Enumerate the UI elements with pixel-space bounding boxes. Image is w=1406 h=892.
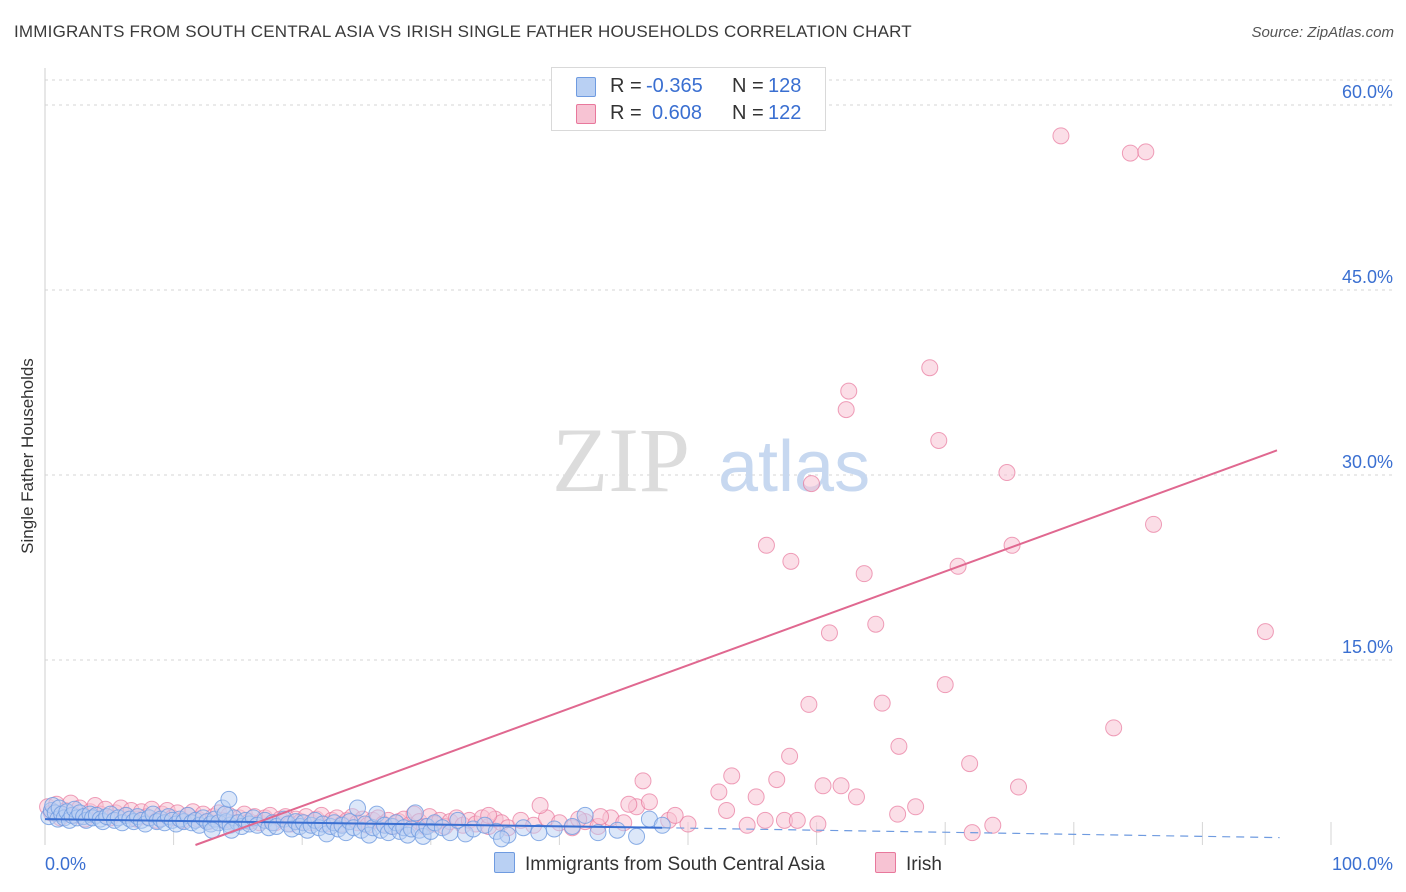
irish-point bbox=[847, 788, 865, 806]
stats-box: R = -0.365 N = 128 R = 0.608 N = 122 bbox=[551, 67, 826, 131]
south-central-asia-point bbox=[493, 830, 511, 848]
x-tick-label: 0.0% bbox=[45, 854, 86, 874]
r-label: R = bbox=[610, 102, 642, 124]
n-value-pink: 122 bbox=[768, 102, 802, 124]
irish-point bbox=[832, 777, 850, 795]
legend-label-blue: Immigrants from South Central Asia bbox=[525, 854, 825, 875]
south-central-asia-point bbox=[628, 827, 646, 845]
irish-point bbox=[809, 815, 827, 833]
irish-point bbox=[782, 552, 800, 570]
south-central-asia-point bbox=[348, 799, 366, 817]
r-value-pink: 0.608 bbox=[652, 102, 703, 124]
irish-point bbox=[867, 615, 885, 633]
r-value-blue: -0.365 bbox=[646, 75, 703, 97]
irish-point bbox=[718, 801, 736, 819]
n-label: N = bbox=[732, 75, 764, 97]
stats-row-pink: R = 0.608 N = 122 bbox=[552, 100, 825, 127]
irish-point bbox=[820, 624, 838, 642]
irish-point bbox=[756, 811, 774, 829]
r-label: R = bbox=[610, 75, 642, 97]
n-value-blue: 128 bbox=[768, 75, 802, 97]
south-central-asia-points bbox=[40, 790, 671, 848]
legend-swatch-blue-icon bbox=[494, 852, 515, 873]
irish-point bbox=[1137, 143, 1155, 161]
irish-point bbox=[666, 806, 684, 824]
irish-point bbox=[930, 431, 948, 449]
y-tick-label: 15.0% bbox=[1342, 637, 1393, 657]
irish-point bbox=[1121, 144, 1139, 162]
irish-point bbox=[723, 767, 741, 785]
swatch-pink-icon bbox=[576, 104, 596, 124]
irish-point bbox=[800, 695, 818, 713]
south-central-asia-point bbox=[653, 816, 671, 834]
south-central-asia-point bbox=[589, 824, 607, 842]
irish-point bbox=[620, 795, 638, 813]
south-central-asia-point bbox=[216, 805, 234, 823]
south-central-asia-point bbox=[220, 790, 238, 808]
y-tick-label: 45.0% bbox=[1342, 267, 1393, 287]
stats-row-blue: R = -0.365 N = 128 bbox=[552, 73, 825, 100]
irish-point bbox=[768, 771, 786, 789]
irish-point bbox=[873, 694, 891, 712]
legend-label-pink: Irish bbox=[906, 854, 942, 875]
south-central-asia-trendline-extension bbox=[662, 827, 1280, 839]
south-central-asia-point bbox=[514, 819, 532, 837]
legend-swatch-pink-icon bbox=[875, 852, 896, 873]
watermark-zip: ZIP bbox=[552, 409, 690, 511]
irish-point bbox=[961, 755, 979, 773]
irish-point bbox=[1052, 127, 1070, 145]
y-tick-label: 60.0% bbox=[1342, 82, 1393, 102]
south-central-asia-point bbox=[406, 804, 424, 822]
irish-point bbox=[814, 777, 832, 795]
irish-point bbox=[855, 565, 873, 583]
irish-point bbox=[890, 737, 908, 755]
source-label: Source: ZipAtlas.com bbox=[1251, 24, 1394, 41]
irish-point bbox=[1256, 623, 1274, 641]
watermark-atlas: atlas bbox=[718, 427, 870, 507]
irish-point bbox=[1105, 719, 1123, 737]
irish-point bbox=[640, 793, 658, 811]
axis-ticks: 15.0% 30.0% 45.0% 60.0% 0.0% 100.0% bbox=[45, 82, 1393, 874]
south-central-asia-point bbox=[576, 806, 594, 824]
irish-point bbox=[984, 816, 1002, 834]
irish-point bbox=[531, 797, 549, 815]
irish-trendline bbox=[195, 449, 1278, 846]
x-tick-label: 100.0% bbox=[1332, 854, 1393, 874]
irish-point bbox=[936, 676, 954, 694]
irish-point bbox=[710, 783, 728, 801]
south-central-asia-point bbox=[608, 821, 626, 839]
watermark: ZIP atlas bbox=[552, 409, 870, 511]
irish-point bbox=[634, 772, 652, 790]
irish-point bbox=[907, 798, 925, 816]
irish-point bbox=[840, 382, 858, 400]
irish-point bbox=[592, 808, 610, 826]
south-central-asia-point bbox=[545, 820, 563, 838]
legend-item-irish[interactable]: Irish bbox=[875, 852, 942, 876]
irish-point bbox=[802, 475, 820, 493]
chart-title: IMMIGRANTS FROM SOUTH CENTRAL ASIA VS IR… bbox=[14, 22, 912, 41]
n-label: N = bbox=[732, 102, 764, 124]
south-central-asia-trendline bbox=[44, 818, 663, 829]
y-tick-label: 30.0% bbox=[1342, 452, 1393, 472]
irish-point bbox=[747, 788, 765, 806]
irish-point bbox=[1010, 778, 1028, 796]
trendlines bbox=[44, 449, 1280, 846]
irish-point bbox=[889, 805, 907, 823]
legend-item-south-central-asia[interactable]: Immigrants from South Central Asia bbox=[494, 852, 825, 876]
irish-point bbox=[1145, 515, 1163, 533]
irish-point bbox=[998, 464, 1016, 482]
irish-point bbox=[921, 359, 939, 377]
irish-point bbox=[781, 747, 799, 765]
swatch-blue-icon bbox=[576, 77, 596, 97]
irish-point bbox=[788, 811, 806, 829]
irish-point bbox=[757, 536, 775, 554]
irish-point bbox=[837, 401, 855, 419]
irish-point bbox=[738, 816, 756, 834]
